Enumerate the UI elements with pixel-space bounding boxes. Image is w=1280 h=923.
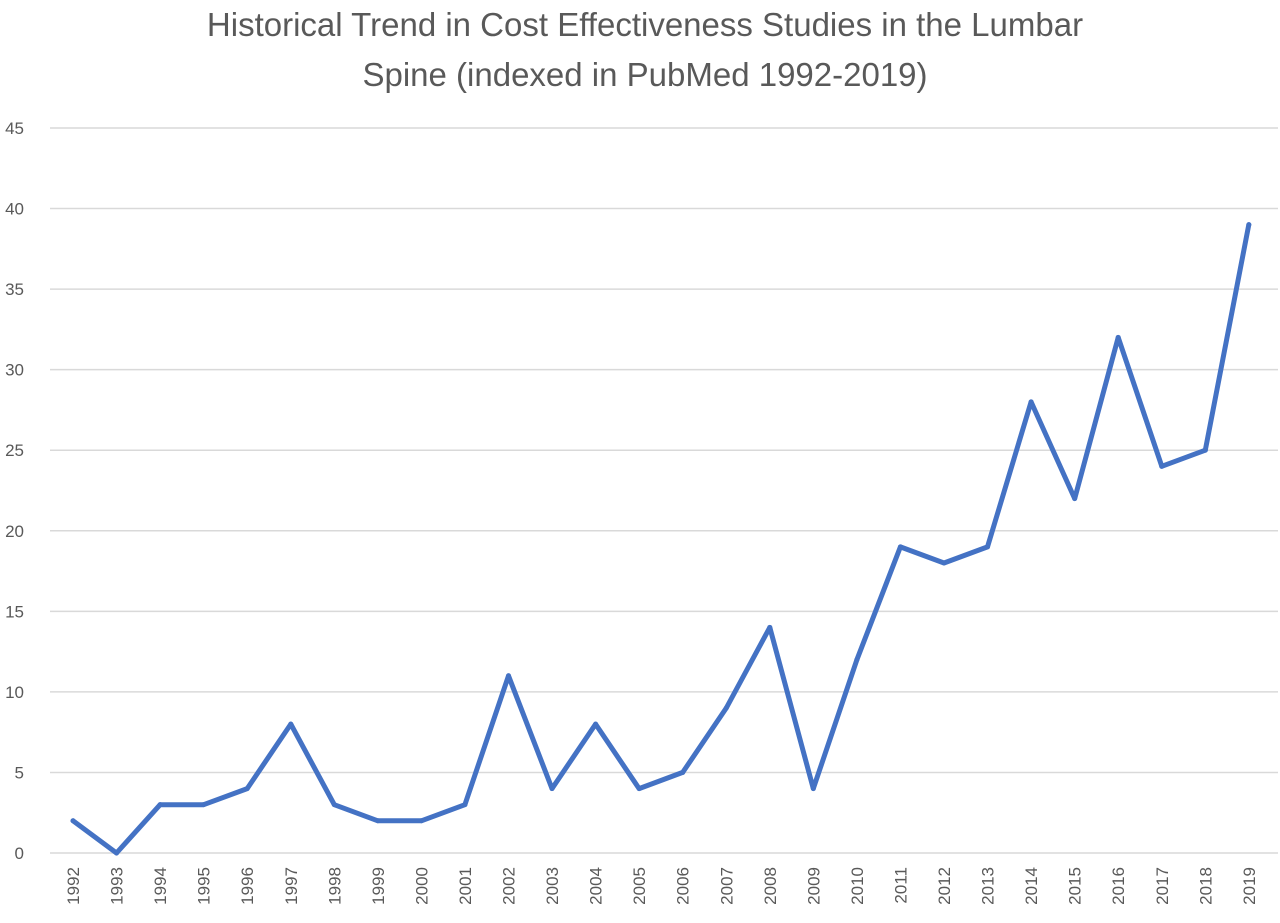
y-tick-label: 25: [5, 441, 24, 460]
x-tick-label: 2004: [587, 867, 606, 905]
x-tick-label: 1994: [151, 867, 170, 905]
y-tick-label: 15: [5, 602, 24, 621]
y-tick-label: 45: [5, 119, 24, 138]
data-point-1995: [201, 802, 207, 808]
chart-title: Historical Trend in Cost Effectiveness S…: [0, 0, 1280, 100]
data-point-1993: [114, 850, 120, 856]
data-point-2009: [810, 786, 816, 792]
data-point-2000: [418, 818, 424, 824]
x-tick-label: 2001: [456, 867, 475, 905]
data-point-2007: [723, 705, 729, 711]
data-point-1996: [244, 786, 250, 792]
x-tick-label: 2010: [848, 867, 867, 905]
data-point-2019: [1246, 222, 1252, 228]
x-tick-label: 1997: [282, 867, 301, 905]
x-tick-label: 1999: [369, 867, 388, 905]
data-point-2013: [985, 544, 991, 550]
data-point-2002: [506, 673, 511, 679]
x-tick-label: 2005: [630, 867, 649, 905]
data-point-2016: [1115, 334, 1121, 340]
data-point-2014: [1028, 399, 1034, 405]
data-point-2001: [462, 802, 468, 808]
x-tick-label: 2009: [804, 867, 823, 905]
x-tick-label: 2015: [1066, 867, 1085, 905]
data-point-1997: [288, 721, 294, 727]
data-point-2004: [593, 721, 599, 727]
x-tick-label: 2018: [1196, 867, 1215, 905]
data-point-2012: [941, 560, 947, 566]
y-tick-label: 30: [5, 361, 24, 380]
x-tick-label: 2003: [543, 867, 562, 905]
data-point-2006: [680, 769, 686, 775]
y-tick-label: 0: [15, 844, 24, 863]
data-point-2010: [854, 657, 860, 663]
data-point-2018: [1202, 447, 1208, 453]
x-tick-label: 2006: [674, 867, 693, 905]
x-tick-label: 2019: [1240, 867, 1259, 905]
y-tick-label: 10: [5, 683, 24, 702]
x-tick-label: 2017: [1153, 867, 1172, 905]
x-tick-label: 2000: [412, 867, 431, 905]
x-tick-label: 1998: [325, 867, 344, 905]
series-line-0: [70, 222, 1252, 856]
y-tick-label: 35: [5, 280, 24, 299]
x-tick-label: 2002: [500, 867, 519, 905]
x-tick-label: 1992: [64, 867, 83, 905]
chart-title-line-1: Historical Trend in Cost Effectiveness S…: [206, 6, 1084, 43]
data-point-1994: [157, 802, 163, 808]
data-point-1992: [70, 818, 76, 824]
x-tick-label: 2007: [717, 867, 736, 905]
data-point-2005: [636, 786, 642, 792]
chart-title-line-2: Spine (indexed in PubMed 1992-2019): [362, 56, 928, 93]
x-tick-label: 2013: [979, 867, 998, 905]
y-axis-tick-labels: 0 5 10 15 20 25 30 35 40 45: [5, 119, 24, 863]
data-point-1999: [375, 818, 381, 824]
data-point-1998: [331, 802, 337, 808]
data-point-2003: [549, 786, 555, 792]
y-tick-label: 40: [5, 200, 24, 219]
x-tick-label: 2008: [761, 867, 780, 905]
y-tick-label: 20: [5, 522, 24, 541]
x-tick-label: 2012: [935, 867, 954, 905]
data-point-2011: [897, 544, 903, 550]
gridlines: [50, 127, 1278, 854]
x-tick-label: 2011: [891, 867, 910, 904]
x-tick-label: 1995: [195, 867, 214, 905]
y-tick-label: 5: [15, 763, 24, 782]
series-group: [70, 222, 1252, 856]
data-point-2017: [1159, 463, 1165, 469]
data-point-2008: [767, 624, 773, 630]
x-axis-tick-labels: 1992 1993 1994 1995 1996 1997 1998 1999 2000 2001…: [64, 867, 1259, 905]
data-point-2015: [1072, 496, 1078, 502]
x-tick-label: 1996: [238, 867, 257, 905]
x-tick-label: 2016: [1109, 867, 1128, 905]
x-tick-label: 1993: [108, 867, 127, 905]
x-tick-label: 2014: [1022, 867, 1041, 905]
